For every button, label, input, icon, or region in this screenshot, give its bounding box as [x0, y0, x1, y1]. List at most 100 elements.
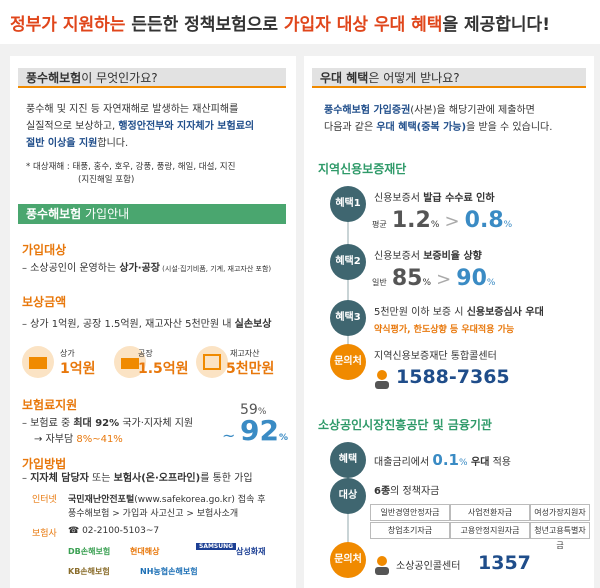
phone: 1357: [478, 552, 531, 574]
text: 우대: [467, 457, 490, 468]
coverage-icons: [22, 346, 228, 378]
arrow: >: [436, 269, 452, 290]
title-part: 을 제공합니다!: [442, 15, 550, 35]
number: 92: [240, 414, 279, 447]
badge: 혜택2: [330, 244, 366, 280]
text: 국가·지자체 지원: [119, 418, 194, 429]
note: (지진해일 포함): [78, 175, 135, 185]
paragraph-line: 다음과 같은 우대 혜택(중복 가능)을 받을 수 있습니다.: [324, 121, 552, 135]
text: 6종: [374, 486, 391, 497]
step-sub: 약식평가, 한도상향 등 우대적용 가능: [374, 325, 515, 335]
paragraph-line: 실질적으로 보상하고, 행정안전부와 지자체가 보험료의: [26, 120, 254, 134]
text: – 소상공인이 운영하는: [22, 263, 120, 274]
timeline: [347, 200, 349, 360]
subheading: 가입방법: [22, 457, 67, 471]
rate-change: 평균 1.2% > 0.8%: [372, 208, 512, 233]
text: 신용보증서: [374, 251, 424, 262]
item-amount: 1.5억원: [138, 361, 189, 377]
subheading: 보험료지원: [22, 398, 78, 412]
label: 보험사: [32, 529, 57, 539]
text: 5천만원 이하 보증 시: [374, 307, 467, 318]
text: 실질적으로 보상하고,: [26, 121, 119, 132]
item-amount: 1억원: [60, 361, 96, 377]
unit: %: [503, 220, 513, 230]
note: * 대상재해 : 태풍, 홍수, 호우, 강풍, 풍랑, 해일, 대설, 지진: [26, 162, 236, 172]
badge: 혜택3: [330, 300, 366, 336]
text-line: – 소상공인이 운영하는 상가·공장 (시설·집기비품, 기계, 재고자산 포함…: [22, 262, 271, 276]
person-icon: [375, 370, 389, 389]
text: 풍수해 및 지진 등 자연재해로 발생하는 재산피해를: [26, 104, 239, 115]
fund-cell: 사업전환자금: [450, 504, 530, 521]
item-amount: 5천만원: [226, 361, 275, 377]
icon-shape: [121, 358, 139, 369]
text: 다음과 같은: [324, 122, 377, 133]
text: 신용보증서: [374, 193, 424, 204]
icon: [196, 346, 228, 378]
fund-cell: 일반경영안정자금: [370, 504, 450, 521]
insurer-logo: 현대해상: [130, 547, 160, 556]
range-separator: ~: [222, 426, 236, 445]
insurer-logo: SAMSUNG: [196, 543, 237, 550]
text: –: [22, 473, 31, 484]
step-text: 신용보증서 보증비율 상향: [374, 250, 482, 264]
number: 1.2: [391, 208, 431, 233]
step-text: 신용보증서 발급 수수료 인하: [374, 192, 495, 206]
number: 85: [391, 266, 423, 291]
title-part: 정부가 지원하는: [10, 15, 126, 35]
text: 절반 이상을 지원: [26, 138, 98, 149]
badge: 혜택: [330, 442, 366, 478]
text: 의 정책자금: [390, 486, 440, 497]
text: – 보험료 중: [22, 418, 74, 429]
text: 보증비율 상향: [423, 251, 482, 262]
header: [0, 0, 600, 44]
subheading: 보상금액: [22, 295, 67, 309]
section-heading: 우대 혜택은 어떻게 받나요?: [312, 68, 586, 88]
heading-part: 이 무엇인가요?: [81, 71, 158, 85]
text: 8%~41%: [76, 434, 123, 445]
text: 또는: [88, 473, 114, 484]
arrow: >: [444, 211, 460, 232]
insurer-logo: NH농협손해보험: [140, 567, 198, 576]
unit: %: [257, 407, 267, 417]
unit: %: [430, 220, 440, 230]
badge: 문의처: [330, 344, 366, 380]
insurer-logo: DB손해보험: [68, 547, 111, 556]
number: 90: [456, 266, 487, 291]
text: 국민재난안전포털: [68, 495, 135, 505]
section-heading: 풍수해보험이 무엇인가요?: [18, 68, 286, 88]
text: 신용보증심사 우대: [466, 307, 544, 318]
section-heading: 풍수해보험 가입안내: [18, 204, 286, 224]
text: (시설·집기비품, 기계, 재고자산 포함): [159, 265, 272, 273]
text: 합니다.: [97, 138, 129, 149]
text: 우대 혜택(중복 가능): [376, 122, 467, 133]
heading-part: 우대 혜택: [320, 71, 369, 85]
prefix: 평균: [372, 220, 387, 229]
text-line: – 상가 1억원, 공장 1.5억원, 재고자산 5천만원 내 실손보상: [22, 318, 271, 332]
fund-cell: 고용안정지원자금: [450, 522, 530, 539]
text: 지역신용보증재단 통합콜센터: [374, 351, 497, 362]
title-part: 든든한 정책보험으로: [125, 15, 284, 35]
text: (www.safekorea.go.kr) 접속 후: [134, 495, 266, 505]
unit: %: [458, 458, 468, 468]
heading-part: 풍수해보험: [26, 71, 82, 85]
icon-shape: [203, 354, 221, 370]
benefit-text: 대출금리에서 0.1% 우대 적용: [374, 451, 511, 469]
text: 상가·공장: [119, 263, 160, 274]
person-icon: [375, 556, 389, 575]
step-text: 5천만원 이하 보증 시 신용보증심사 우대: [374, 306, 544, 320]
unit: %: [486, 278, 496, 288]
subheading: 가입대상: [22, 243, 67, 257]
prefix: 일반: [372, 278, 387, 287]
subheading: 지역신용보증재단: [318, 162, 407, 176]
insurer-logo: KB손해보험: [68, 567, 110, 576]
text: 보험사(온·오프라인): [113, 473, 201, 484]
unit: %: [422, 278, 432, 288]
text: → 자부담: [34, 434, 77, 445]
contact-text: 소상공인콜센터: [396, 561, 461, 572]
text: 발급 수수료 인하: [423, 193, 495, 204]
text-line: – 보험료 중 최대 92% 국가·지자체 지원: [22, 417, 193, 431]
phone: ☎ 02-2100-5103~7: [68, 526, 160, 536]
paragraph-line: 풍수해보험 가입증권(사본)을 해당기관에 제출하면: [324, 104, 535, 118]
